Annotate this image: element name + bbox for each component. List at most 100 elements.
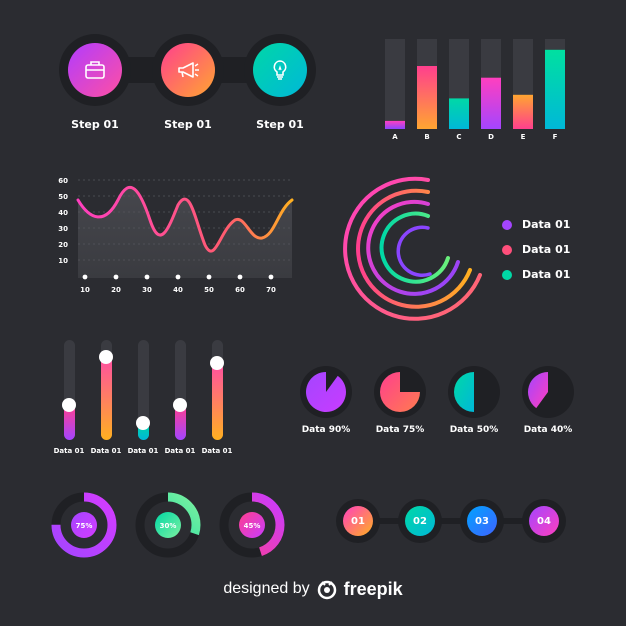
slider-fill <box>211 363 223 440</box>
slider-label: Data 01 <box>127 447 159 455</box>
slider-track <box>63 340 75 440</box>
y-tick-label: 50 <box>58 193 68 201</box>
y-tick-label: 30 <box>58 225 68 233</box>
timeline-step-01[interactable]: 01 <box>343 506 373 536</box>
pie-chart <box>300 366 352 418</box>
bar-category-label: F <box>553 133 558 141</box>
step-circle-1[interactable] <box>67 42 123 98</box>
pie-label: Data 75% <box>375 425 425 435</box>
slider-label: Data 01 <box>201 447 233 455</box>
step-label: Step 01 <box>256 118 304 131</box>
bar-D <box>481 77 501 129</box>
x-tick-label: 60 <box>235 286 245 294</box>
x-tick-dot <box>82 274 88 280</box>
y-tick-label: 10 <box>58 257 68 265</box>
concentric-arcs-chart <box>343 176 482 321</box>
slider-label: Data 01 <box>90 447 122 455</box>
bar-A <box>385 120 405 129</box>
arc-green <box>379 211 450 284</box>
timeline-step-03[interactable]: 03 <box>467 506 497 536</box>
pie-chart <box>448 366 500 418</box>
y-tick-label: 60 <box>58 177 68 185</box>
step-label: Step 01 <box>71 118 119 131</box>
slider-handle[interactable] <box>62 398 76 412</box>
y-tick-label: 40 <box>58 209 68 217</box>
x-tick-label: 30 <box>142 286 152 294</box>
legend-dot <box>502 269 512 280</box>
legend-item: Data 01 <box>502 243 570 256</box>
bar-E <box>513 94 533 129</box>
x-tick-dot <box>237 274 243 280</box>
slider-handle[interactable] <box>99 350 113 364</box>
slider-handle[interactable] <box>173 398 187 412</box>
legend-label: Data 01 <box>522 268 571 281</box>
x-tick-dot <box>144 274 150 280</box>
lightbulb-icon <box>273 60 287 80</box>
slider-label: Data 01 <box>164 447 196 455</box>
bar-category-label: D <box>488 133 494 141</box>
timeline-step-02[interactable]: 02 <box>405 506 435 536</box>
bar-chart: A B C D E F <box>385 39 565 141</box>
step-label: Step 01 <box>164 118 212 131</box>
donut-label: 45% <box>244 522 261 530</box>
pie-slice <box>306 372 346 412</box>
pie-label: Data 90% <box>301 425 351 435</box>
donut-chart: 30% <box>135 492 201 558</box>
slider-fill <box>63 405 75 440</box>
legend-label: Data 01 <box>522 218 571 231</box>
bar-category-label: A <box>392 133 398 141</box>
pie-chart <box>522 366 574 418</box>
pie-label: Data 50% <box>449 425 499 435</box>
bar-category-label: B <box>424 133 429 141</box>
arc-outer-pink <box>343 176 482 321</box>
briefcase-icon <box>85 61 105 79</box>
slider-label: Data 01 <box>53 447 85 455</box>
bar-F <box>545 49 565 129</box>
bar-C <box>449 98 469 129</box>
y-tick-label: 20 <box>58 241 68 249</box>
line-chart-area <box>78 187 292 278</box>
legend-dot <box>502 244 512 255</box>
pie-slice <box>454 372 474 412</box>
legend-item: Data 01 <box>502 268 570 281</box>
step-circle-3[interactable] <box>252 42 308 98</box>
slider-track <box>174 340 186 440</box>
timeline-step-04[interactable]: 04 <box>529 506 559 536</box>
line-chart-series <box>76 185 294 253</box>
pie-slice <box>380 372 420 412</box>
x-tick-dot <box>206 274 212 280</box>
timeline-track <box>360 518 550 524</box>
donut-chart: 75% <box>51 492 117 558</box>
arc-inner-purple <box>396 225 432 278</box>
step-circle-2[interactable] <box>160 42 216 98</box>
bar-category-label: C <box>456 133 461 141</box>
bar-track-A <box>385 39 405 129</box>
donut-label: 75% <box>76 522 93 530</box>
footer-credit: designed by freepik <box>0 574 626 604</box>
x-tick-label: 50 <box>204 286 214 294</box>
pie-slice <box>528 372 548 409</box>
footer-text: designed by <box>223 580 310 597</box>
x-tick-label: 20 <box>111 286 121 294</box>
slider-fill <box>174 405 186 440</box>
donut-chart: 45% <box>219 492 285 558</box>
donut-progress <box>135 492 201 558</box>
x-tick-dot <box>113 274 119 280</box>
slider-handle[interactable] <box>136 416 150 430</box>
arc-purple <box>366 199 460 296</box>
slider-fill <box>100 357 112 440</box>
x-tick-label: 10 <box>80 286 90 294</box>
donut-center <box>71 512 97 538</box>
megaphone-icon <box>178 62 199 78</box>
donut-center <box>155 512 181 538</box>
bar-B <box>417 66 437 129</box>
legend-dot <box>502 219 512 230</box>
slider-handle[interactable] <box>210 356 224 370</box>
pie-label: Data 40% <box>523 425 573 435</box>
donut-label: 30% <box>160 522 177 530</box>
pie-chart <box>374 366 426 418</box>
x-tick-dot <box>175 274 181 280</box>
donut-center <box>239 512 265 538</box>
donut-progress <box>51 492 117 558</box>
line-chart: 60 50 40 30 20 10 10 20 30 40 50 60 70 <box>58 177 294 294</box>
